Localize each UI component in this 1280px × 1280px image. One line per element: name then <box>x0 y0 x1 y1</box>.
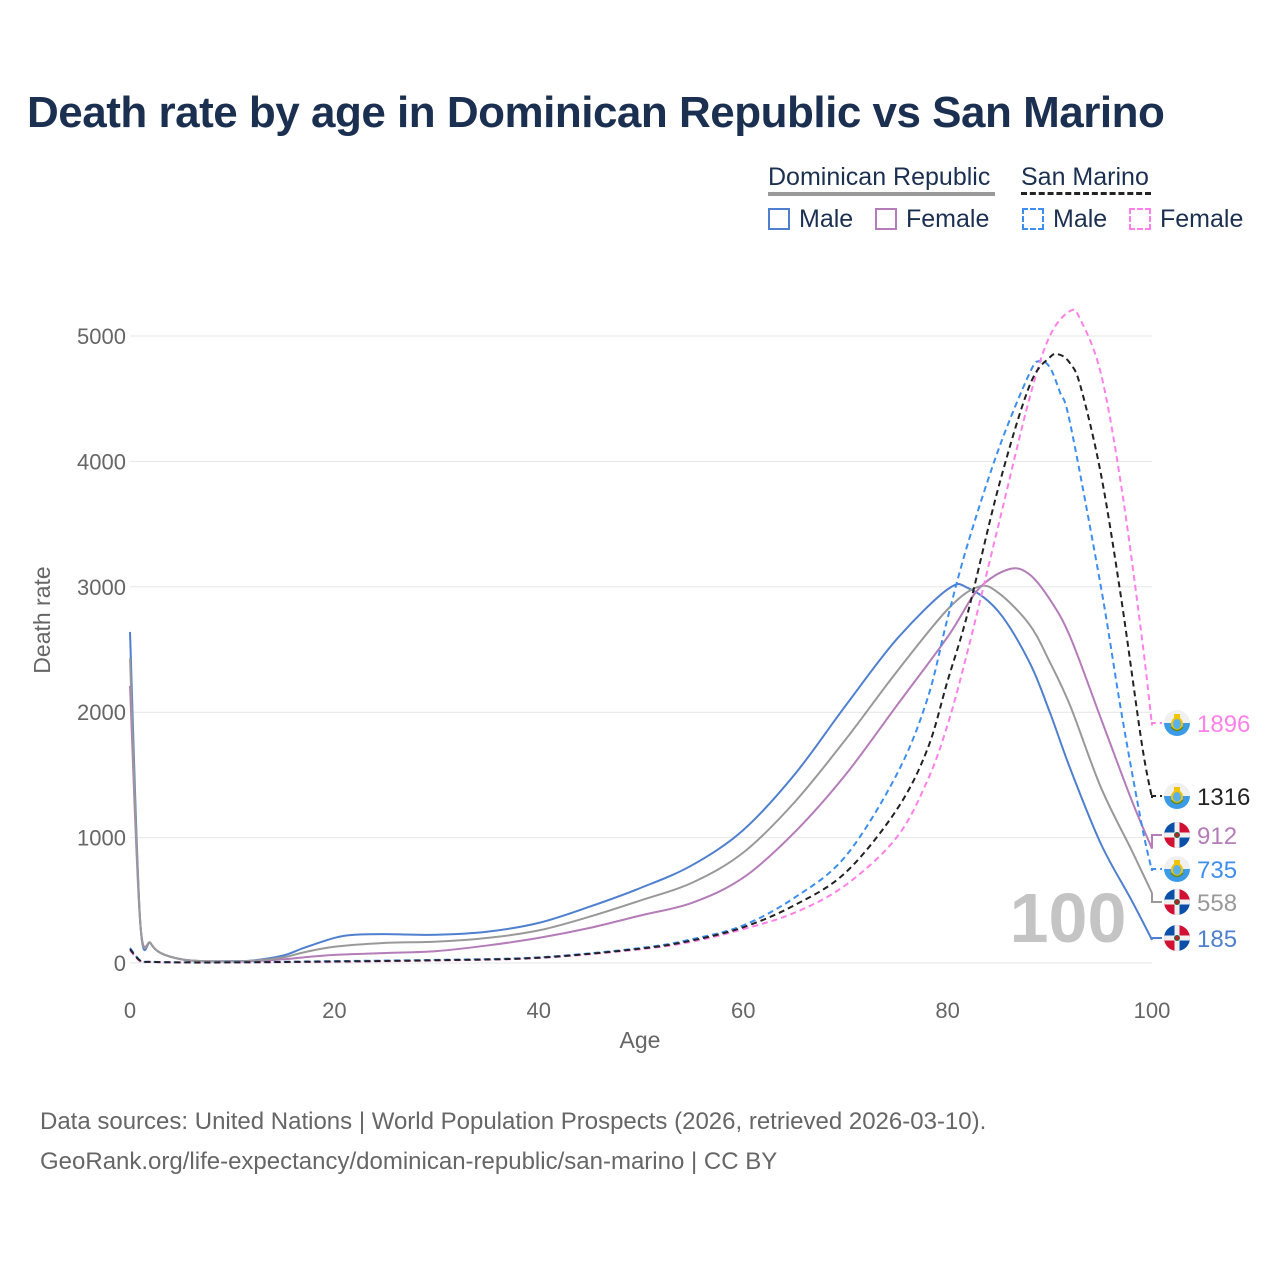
x-tick-label: 80 <box>935 998 959 1023</box>
legend-swatch-sm-male <box>1022 208 1044 230</box>
legend-label-sm-male: Male <box>1053 205 1108 233</box>
end-label-connector <box>1151 795 1162 798</box>
x-axis-label: Age <box>620 1027 661 1053</box>
y-tick-label: 4000 <box>77 449 126 474</box>
series-line-dominican-republic-male <box>129 583 1153 963</box>
legend-line-dashed <box>1021 192 1151 195</box>
chart-title: Death rate by age in Dominican Republic … <box>27 88 1165 137</box>
san-marino-flag-icon <box>1164 856 1190 882</box>
y-tick-label: 2000 <box>77 700 126 725</box>
san-marino-flag-icon <box>1164 783 1190 809</box>
legend-label-sm-female: Female <box>1160 205 1244 233</box>
end-value-label: 912 <box>1197 823 1237 850</box>
legend-group-dominican-republic: Dominican Republic <box>768 163 991 191</box>
legend-label-dr-female: Female <box>906 205 990 233</box>
end-value-label: 558 <box>1197 890 1237 917</box>
san-marino-flag-icon <box>1164 710 1190 736</box>
footer-sources: Data sources: United Nations | World Pop… <box>40 1108 987 1135</box>
series-line-san-marino-male <box>129 359 1153 964</box>
y-axis-label: Death rate <box>29 566 55 673</box>
series-line-san-marino-female <box>129 308 1153 964</box>
end-value-label: 1316 <box>1197 784 1250 811</box>
end-value-label: 735 <box>1197 857 1237 884</box>
x-tick-label: 40 <box>527 998 551 1023</box>
end-label-connector <box>1151 834 1162 849</box>
y-tick-label: 1000 <box>77 826 126 851</box>
end-label-connector <box>1151 937 1162 940</box>
footer-link[interactable]: GeoRank.org/life-expectancy/dominican-re… <box>40 1148 778 1175</box>
dominican-republic-flag-icon <box>1164 925 1190 951</box>
legend-group-san-marino: San Marino <box>1021 163 1149 191</box>
dominican-republic-flag-icon <box>1164 889 1190 915</box>
series-line-dominican-republic-female <box>129 567 1153 963</box>
legend-swatch-dr-male <box>768 208 790 230</box>
y-tick-label: 0 <box>114 951 126 976</box>
x-tick-label: 100 <box>1134 998 1171 1023</box>
end-label-connector <box>1151 722 1162 726</box>
x-tick-label: 20 <box>322 998 346 1023</box>
legend-swatch-sm-female <box>1129 208 1151 230</box>
end-value-label: 185 <box>1197 926 1237 953</box>
end-label-connector <box>1151 893 1162 903</box>
y-tick-label: 3000 <box>77 575 126 600</box>
end-label-connector <box>1151 868 1162 871</box>
legend-label-dr-male: Male <box>799 205 854 233</box>
age-watermark: 100 <box>1010 879 1127 957</box>
y-tick-label: 5000 <box>77 324 126 349</box>
series-line-san-marino-total <box>129 352 1153 964</box>
dominican-republic-flag-icon <box>1164 822 1190 848</box>
series-line-dominican-republic-total <box>129 584 1153 963</box>
end-value-label: 1896 <box>1197 711 1250 738</box>
x-tick-label: 0 <box>124 998 136 1023</box>
legend-swatch-dr-female <box>875 208 897 230</box>
x-tick-label: 60 <box>731 998 755 1023</box>
legend-line-solid <box>768 192 995 196</box>
